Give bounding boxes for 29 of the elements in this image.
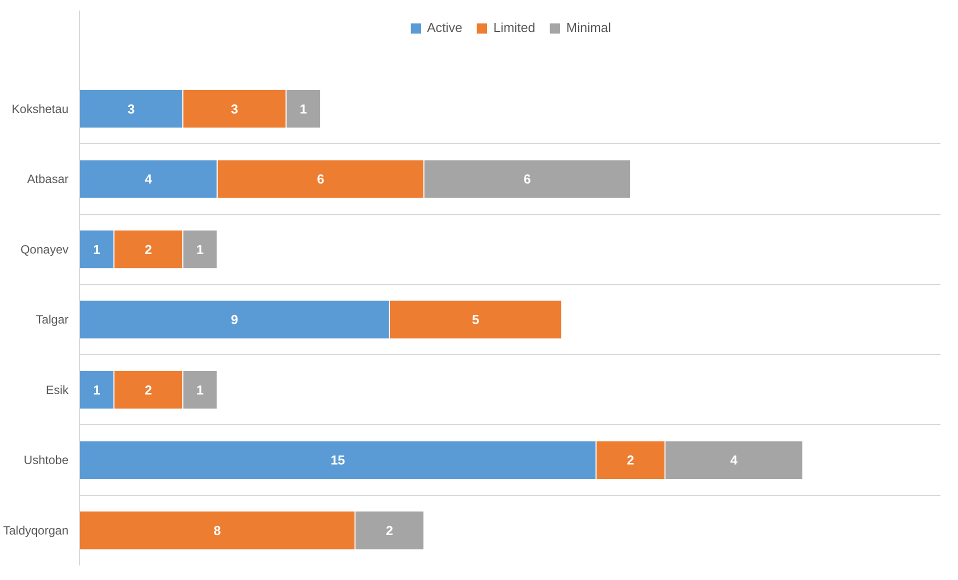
data-label: 4 [730,452,738,468]
data-label: 6 [524,172,531,187]
y-tick-label: Qonayev [20,242,68,256]
data-label: 1 [300,101,307,116]
data-label: 3 [230,101,238,116]
data-label: 1 [196,242,204,257]
data-label: 8 [214,522,221,538]
data-label: 2 [626,452,634,468]
data-label: 2 [386,522,394,538]
data-label: 1 [93,382,100,398]
legend-label: Minimal [566,20,612,35]
y-tick-label: Atbasar [27,172,69,186]
y-tick-label: Talgar [36,312,69,327]
y-tick-label: Taldyqorgan [3,523,69,538]
data-label: 1 [93,242,100,257]
data-label: 9 [230,312,238,328]
data-label: 1 [196,382,204,398]
data-label: 5 [472,312,480,328]
data-label: 3 [128,101,135,116]
y-tick-label: Kokshetau [12,102,69,116]
y-tick-label: Ushtobe [24,453,69,468]
legend-label: Limited [493,20,536,35]
data-label: 2 [144,242,152,257]
data-label: 6 [316,172,324,187]
data-label: 2 [144,382,152,398]
data-label: 4 [144,172,153,187]
data-label: 15 [330,452,346,468]
legend-label: Active [426,20,462,35]
y-tick-label: Esik [46,382,70,397]
